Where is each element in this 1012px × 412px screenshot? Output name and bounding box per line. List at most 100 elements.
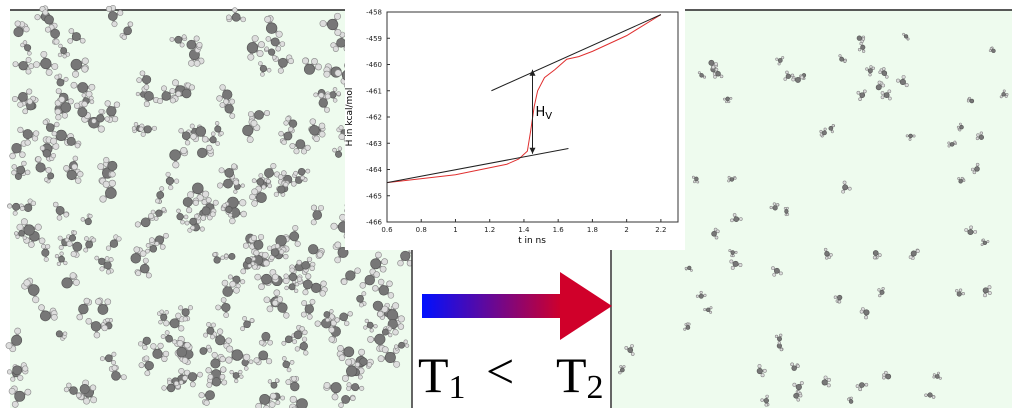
hydrogen [838, 300, 841, 303]
hydrogen [290, 360, 294, 364]
hydrogen [210, 212, 215, 217]
hydrogen [181, 220, 185, 224]
hydrogen [230, 370, 234, 374]
hydrogen [102, 325, 108, 331]
carbon [387, 310, 398, 321]
hydrogen [830, 253, 833, 256]
carbon [110, 240, 118, 248]
hydrogen [170, 98, 175, 103]
hydrogen [75, 178, 81, 184]
hydrogen [865, 383, 868, 386]
hydrogen [28, 242, 34, 248]
carbon [23, 129, 32, 138]
carbon [868, 69, 872, 73]
carbon [268, 49, 275, 56]
hydrogen [72, 71, 78, 77]
hydrogen [266, 358, 272, 364]
carbon [108, 161, 117, 170]
hydrogen [982, 239, 984, 241]
hydrogen [54, 39, 59, 44]
hydrogen [279, 250, 284, 255]
hydrogen [77, 314, 83, 320]
hydrogen [64, 261, 68, 265]
hydrogen [141, 132, 145, 136]
carbon [773, 206, 777, 210]
hydrogen [734, 177, 736, 179]
carbon [43, 150, 51, 158]
hydrogen [241, 269, 246, 274]
hydrogen [773, 273, 776, 276]
hydrogen [27, 99, 32, 104]
hydrogen [739, 263, 742, 266]
hydrogen [382, 347, 388, 353]
hydrogen [186, 207, 192, 213]
hydrogen [51, 314, 57, 320]
hydrogen [250, 318, 254, 322]
hydrogen [7, 370, 11, 374]
hydrogen [220, 85, 226, 91]
hydrogen [25, 140, 31, 146]
hydrogen [731, 266, 734, 269]
hydrogen [259, 284, 265, 290]
hydrogen [55, 254, 59, 258]
t1-sub: 1 [449, 369, 466, 406]
hydrogen [45, 27, 50, 32]
hydrogen [981, 243, 983, 245]
carbon [346, 366, 357, 377]
hydrogen [959, 129, 961, 131]
hydrogen [980, 132, 983, 135]
carbon [67, 137, 75, 145]
carbon [80, 384, 89, 393]
t1-base: T [418, 347, 449, 403]
hydrogen [320, 291, 326, 297]
hydrogen [294, 149, 299, 154]
hydrogen [139, 127, 143, 131]
carbon [882, 71, 887, 76]
hydrogen [199, 392, 205, 398]
carbon [254, 240, 263, 249]
hydrogen [733, 213, 736, 216]
carbon [266, 23, 277, 34]
hydrogen [881, 91, 884, 94]
hydrogen [345, 359, 351, 365]
carbon [342, 395, 350, 403]
hydrogen [26, 89, 31, 94]
hydrogen [189, 85, 194, 90]
hydrogen [73, 279, 79, 285]
hydrogen [64, 387, 69, 392]
hydrogen [983, 294, 986, 297]
hydrogen [46, 167, 52, 173]
hydrogen [692, 176, 694, 178]
carbon [170, 150, 181, 161]
hydrogen [339, 355, 345, 361]
hydrogen [217, 329, 223, 335]
carbon [91, 321, 101, 331]
hydrogen [247, 136, 253, 142]
hydrogen [135, 222, 140, 227]
hydrogen [284, 274, 289, 279]
hydrogen [786, 207, 788, 209]
carbon [46, 124, 54, 132]
hydrogen [319, 123, 325, 129]
hydrogen [222, 280, 228, 286]
carbon [205, 391, 214, 400]
hydrogen [254, 250, 260, 256]
carbon [41, 58, 51, 68]
hydrogen [66, 383, 71, 388]
carbon [365, 275, 375, 285]
hydrogen [220, 356, 226, 362]
hydrogen [44, 257, 48, 261]
hydrogen [229, 218, 235, 224]
hydrogen [882, 84, 885, 87]
carbon [950, 142, 954, 146]
carbon [62, 278, 72, 288]
hydrogen [59, 96, 65, 102]
carbon [726, 97, 730, 101]
carbon [822, 131, 826, 135]
carbon [24, 204, 32, 212]
hydrogen [864, 316, 867, 319]
carbon [200, 347, 207, 354]
hydrogen [25, 170, 30, 175]
hydrogen [948, 142, 950, 144]
hydrogen [211, 132, 215, 136]
